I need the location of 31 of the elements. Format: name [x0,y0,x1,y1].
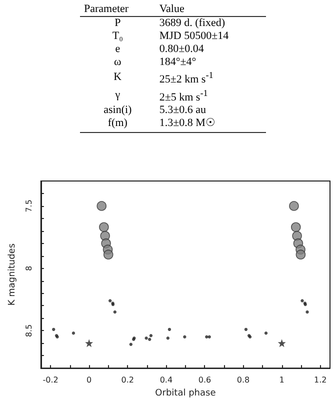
y-tick-label: 8.5 [24,324,34,338]
text: ω [113,56,122,69]
text: 3689 d. (fixed) [158,16,226,30]
text: Value [155,2,266,16]
text: 5.3±0.6 au [158,104,207,118]
text: MJD 50500±14 [158,30,230,43]
text: P [114,16,122,30]
x-tick-label: 1 [279,376,284,385]
text: T₀ [111,30,124,43]
text: e [114,43,122,56]
x-tick-label: 0 [86,376,92,385]
x-tick-label: -0.2 [42,376,58,385]
y-tick-label: 7.5 [24,200,34,212]
x-tick-label: 0.2 [121,376,134,385]
text: Parameter [80,2,156,16]
text: asin(i) [102,104,133,118]
text: 2±5 km s$^{-1}$ [158,86,209,104]
text: 0.80±0.04 [158,43,205,56]
x-tick-label: 0.8 [236,376,250,385]
x-axis-title: Orbital phase [155,388,216,398]
x-tick-label: 0.6 [198,376,212,385]
y-axis-title: K magnitudes [8,243,18,306]
x-tick-label: 1.2 [314,376,327,385]
text: f(m) [80,117,156,133]
x-tick-label: 0.4 [160,376,173,385]
text: γ [114,88,122,103]
y-tick-label: 8 [24,266,34,271]
text: 184°±4° [158,56,198,69]
text: 1.3±0.8 M☉ [155,117,266,133]
text: K [112,70,123,86]
text: 25±2 km s$^{-1}$ [158,69,214,87]
